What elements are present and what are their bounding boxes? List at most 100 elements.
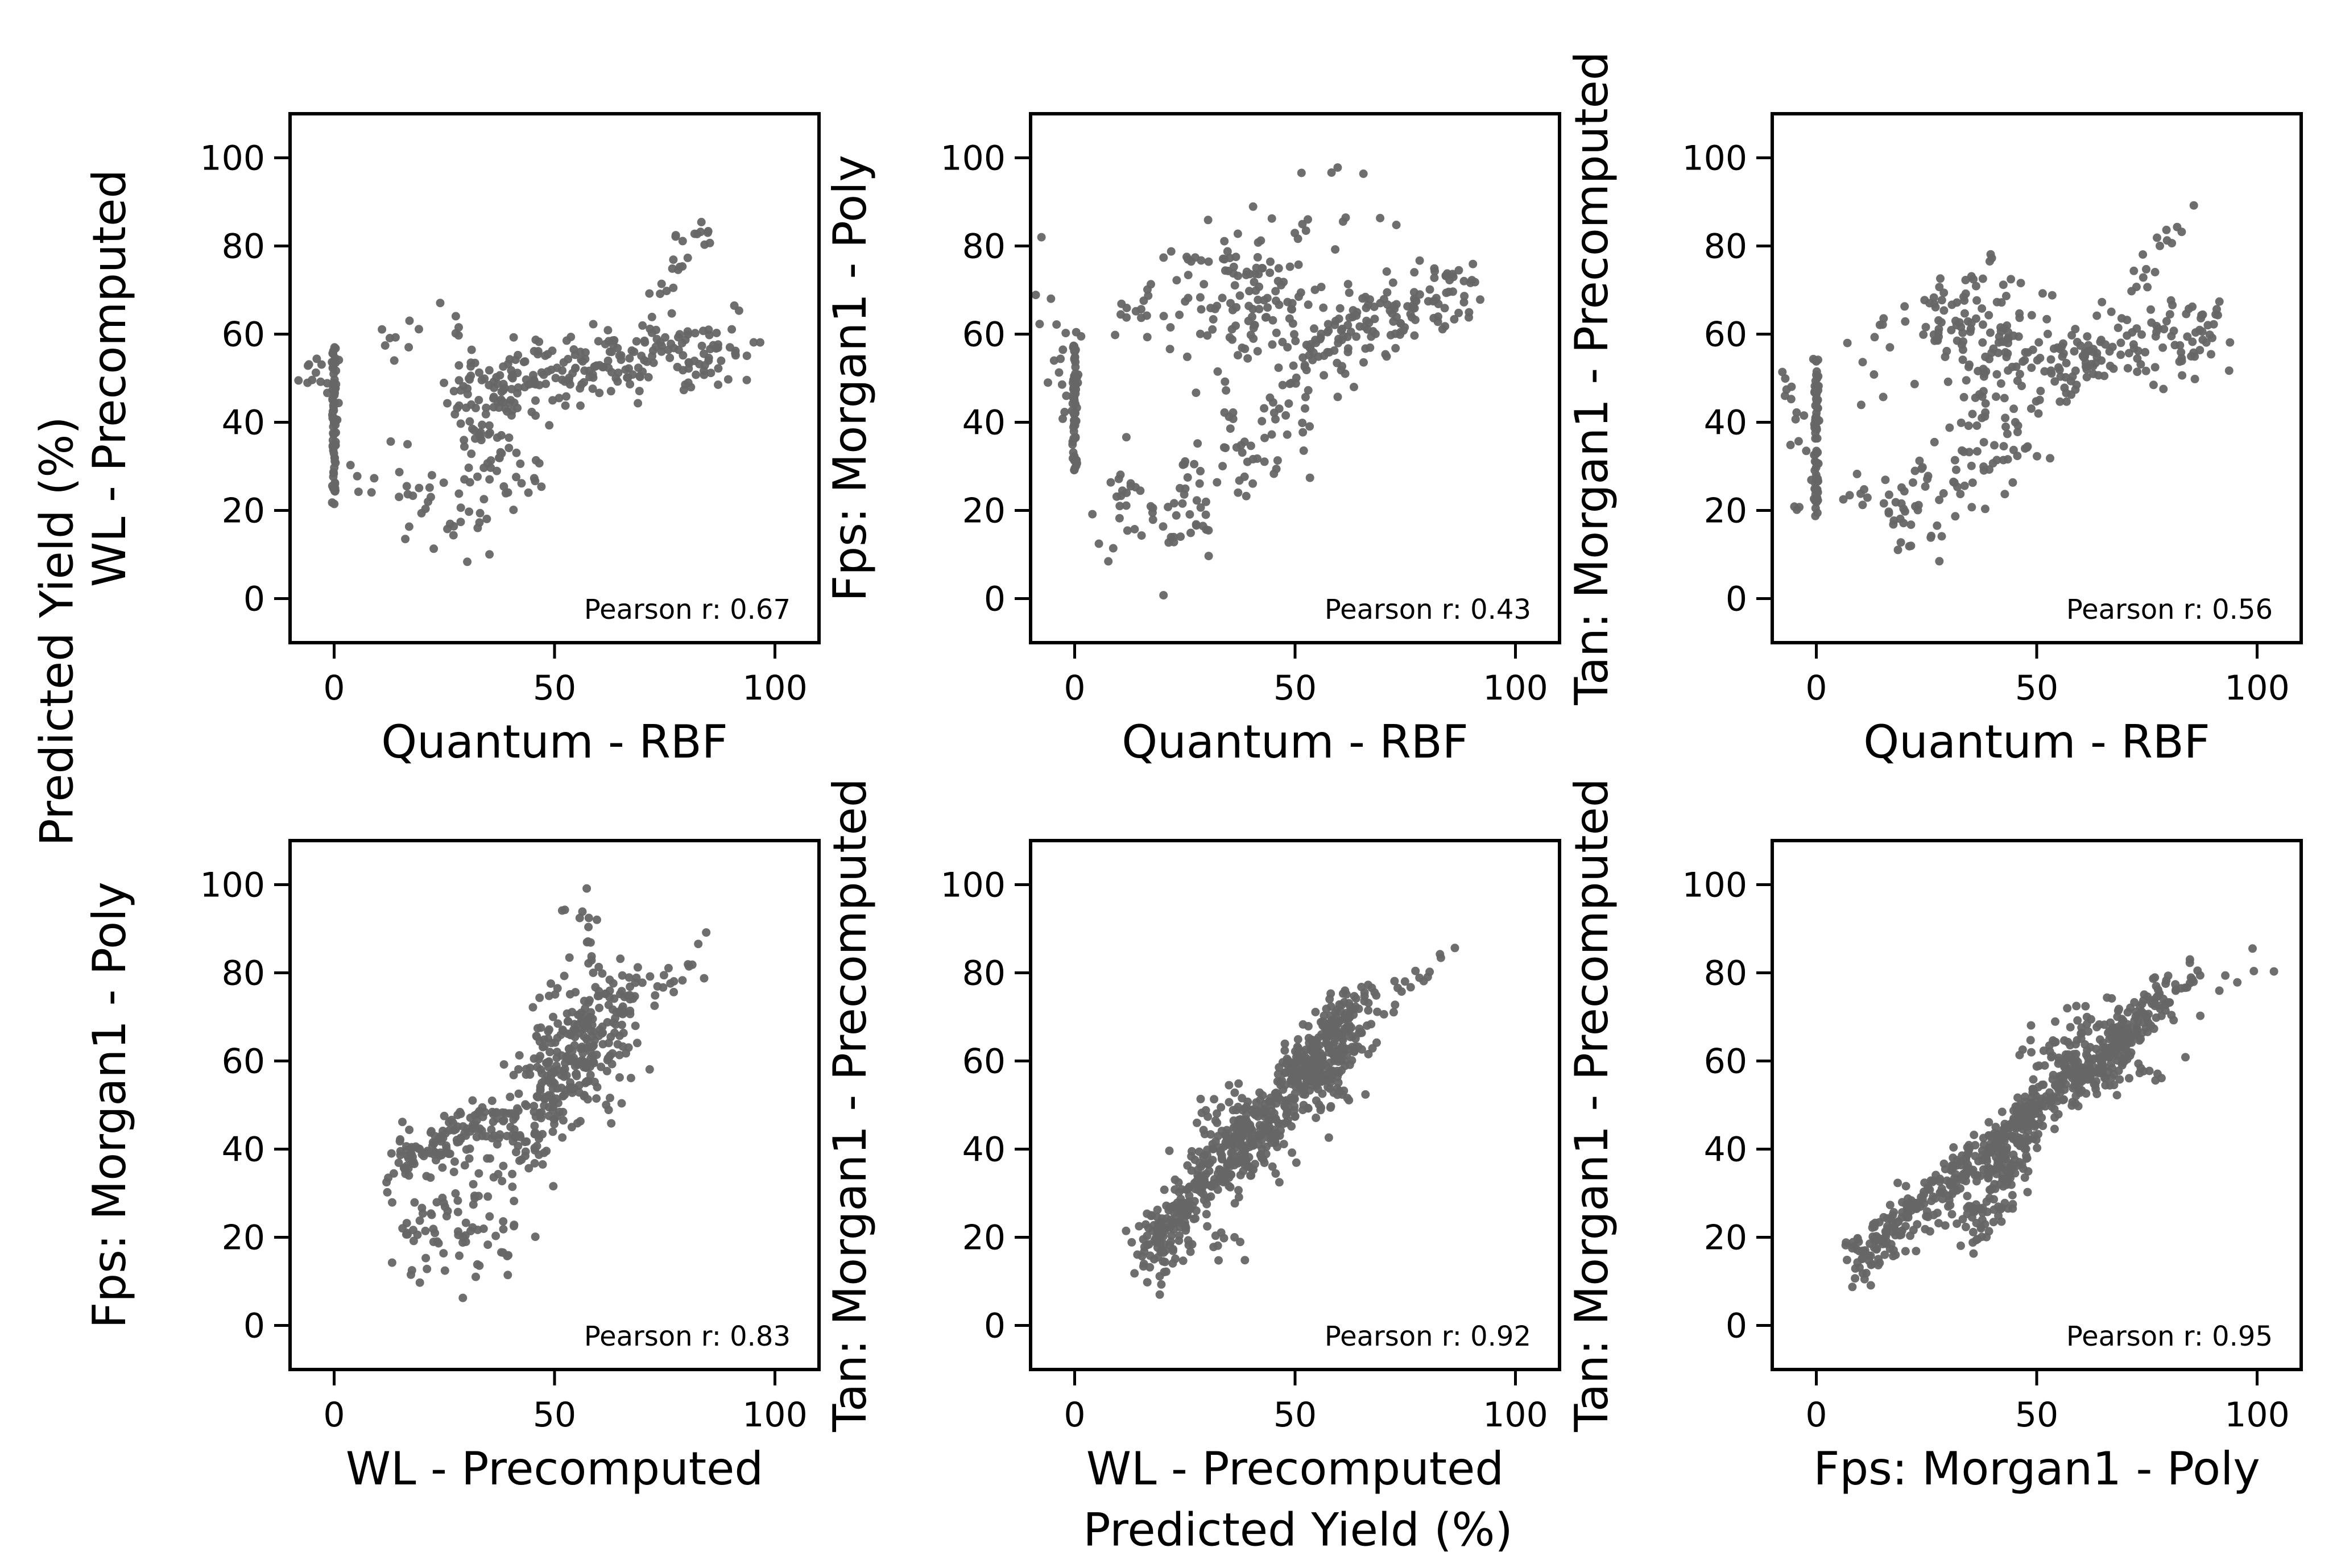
scatter-point (2120, 1057, 2128, 1066)
scatter-point (1301, 226, 1310, 235)
y-tick-label: 80 (222, 227, 265, 267)
scatter-point (1061, 329, 1070, 338)
scatter-point (1204, 526, 1213, 535)
scatter-point (2152, 982, 2161, 991)
scatter-point (1893, 1178, 1902, 1188)
scatter-point (1203, 331, 1212, 340)
scatter-point (2132, 1031, 2141, 1040)
x-tick-label: 0 (1064, 668, 1085, 708)
scatter-point (723, 375, 733, 384)
scatter-point (2134, 1011, 2143, 1019)
scatter-point (582, 1034, 591, 1043)
scatter-point (2146, 305, 2155, 314)
scatter-point (311, 368, 320, 377)
scatter-point (395, 493, 404, 502)
scatter-point (514, 350, 523, 359)
scatter-point (2112, 1091, 2121, 1100)
scatter-point (2077, 1034, 2086, 1043)
scatter-point (312, 354, 321, 363)
scatter-point (1214, 1256, 1223, 1265)
scatter-point (2101, 1048, 2110, 1057)
scatter-point (1983, 1171, 1992, 1180)
scatter-point (1208, 325, 1217, 334)
scatter-point (1415, 973, 1424, 982)
scatter-point (1919, 330, 1928, 339)
scatter-point (603, 1018, 612, 1027)
scatter-point (2198, 327, 2207, 336)
scatter-point (706, 369, 715, 378)
scatter-point (595, 388, 604, 398)
scatter-point (1271, 415, 1280, 424)
scatter-point (1159, 591, 1168, 600)
scatter-point (386, 437, 395, 446)
scatter-point (1400, 977, 1409, 986)
scatter-point (1863, 493, 1872, 502)
scatter-point (2039, 1046, 2048, 1055)
scatter-point (1986, 250, 1995, 259)
scatter-point (499, 1116, 508, 1125)
scatter-point (1917, 1193, 1926, 1202)
scatter-point (1975, 1204, 1984, 1213)
scatter-point (2002, 353, 2011, 362)
scatter-point (1054, 368, 1064, 377)
scatter-point (681, 380, 690, 389)
scatter-point (1160, 1185, 1169, 1194)
y-tick-label: 100 (940, 866, 1006, 905)
scatter-point (1187, 1166, 1196, 1175)
scatter-point (1165, 345, 1174, 354)
scatter-point (1810, 450, 1819, 460)
scatter-point (2129, 266, 2139, 275)
scatter-point (1070, 464, 1079, 473)
scatter-point (330, 499, 339, 508)
scatter-point (1287, 305, 1296, 313)
scatter-point (2071, 1040, 2081, 1049)
scatter-point (1908, 478, 1917, 487)
scatter-point (2098, 297, 2107, 307)
scatter-point (522, 375, 531, 384)
scatter-point (568, 1008, 577, 1017)
scatter-point (665, 353, 675, 362)
scatter-point (713, 343, 722, 352)
scatter-point (353, 471, 362, 481)
scatter-point (2008, 1199, 2017, 1209)
scatter-points (294, 218, 764, 566)
scatter-point (330, 463, 339, 472)
scatter-point (1251, 286, 1260, 295)
scatter-point (1352, 332, 1361, 341)
y-tick-label: 40 (962, 403, 1006, 443)
scatter-point (2087, 1015, 2095, 1024)
scatter-point (1260, 1105, 1269, 1114)
scatter-point (1268, 340, 1277, 349)
scatter-point (584, 922, 593, 932)
scatter-point (2007, 1180, 2016, 1189)
scatter-point (1972, 447, 1982, 456)
scatter-point (1188, 1201, 1197, 1210)
scatter-point (1122, 1226, 1131, 1235)
scatter-point (592, 1094, 601, 1103)
scatter-point (1947, 300, 1957, 309)
scatter-point (2221, 971, 2230, 980)
scatter-point (1231, 1131, 1240, 1140)
scatter-point (489, 1110, 498, 1119)
scatter-point (1248, 202, 1258, 211)
scatter-point (561, 401, 570, 410)
scatter-point (2165, 998, 2174, 1007)
scatter-point (1984, 311, 1993, 320)
scatter-point (2013, 421, 2022, 430)
scatter-point (1978, 1215, 1987, 1224)
scatter-point (1937, 296, 1946, 305)
scatter-point (1311, 1008, 1320, 1016)
scatter-point (2073, 1016, 2082, 1025)
scatter-point (396, 1135, 405, 1144)
scatter-point (1273, 1070, 1283, 1079)
scatter-point (439, 1249, 448, 1258)
scatter-point (1858, 358, 1867, 367)
scatter-point (1047, 294, 1056, 303)
scatter-point (509, 1070, 518, 1079)
scatter-point (346, 461, 355, 470)
scatter-point (1203, 1222, 1212, 1231)
scatter-point (1459, 298, 1469, 307)
scatter-point (405, 316, 414, 325)
scatter-point (2159, 384, 2168, 394)
